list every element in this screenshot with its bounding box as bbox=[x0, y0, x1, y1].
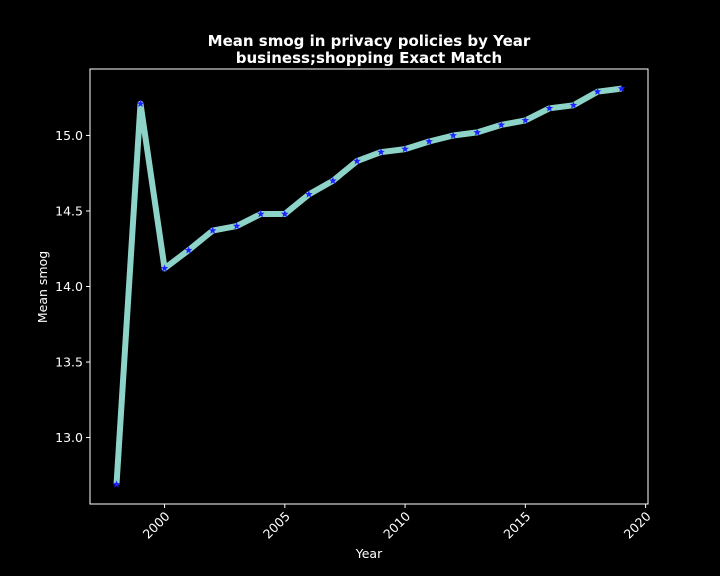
data-point-marker bbox=[569, 101, 578, 109]
series-line-0 bbox=[113, 85, 622, 485]
data-point-marker bbox=[305, 190, 313, 198]
data-point-marker bbox=[593, 87, 602, 95]
data-point-marker bbox=[545, 104, 554, 112]
data-point-marker bbox=[473, 128, 482, 136]
y-tick-label: 13.0 bbox=[55, 430, 83, 445]
data-point-marker bbox=[425, 137, 433, 145]
data-point-marker bbox=[160, 264, 169, 272]
data-point-marker bbox=[497, 120, 506, 129]
data-point-marker bbox=[617, 84, 626, 92]
y-tick-label: 14.0 bbox=[55, 279, 83, 294]
data-point-marker bbox=[521, 116, 530, 124]
chart-title-line-1: Mean smog in privacy policies by Year bbox=[208, 32, 531, 50]
y-tick-label: 13.5 bbox=[55, 355, 83, 370]
data-point-marker bbox=[281, 210, 289, 218]
y-tick-label: 14.5 bbox=[55, 203, 83, 218]
data-point-marker bbox=[184, 246, 193, 254]
data-point-marker bbox=[377, 148, 385, 156]
data-point-marker bbox=[136, 99, 145, 107]
data-point-marker bbox=[232, 222, 241, 230]
data-point-marker bbox=[329, 176, 337, 185]
data-point-marker bbox=[353, 157, 361, 165]
y-axis-label: Mean smog bbox=[35, 251, 50, 323]
x-axis-label: Year bbox=[355, 546, 383, 561]
data-point-marker bbox=[256, 210, 265, 218]
chart-title-line-2: business;shopping Exact Match bbox=[236, 49, 502, 67]
data-point-marker bbox=[401, 145, 409, 153]
data-point-marker bbox=[208, 226, 217, 234]
data-point-marker bbox=[112, 480, 121, 488]
y-tick-label: 15.0 bbox=[55, 128, 83, 143]
data-point-marker bbox=[449, 131, 457, 139]
